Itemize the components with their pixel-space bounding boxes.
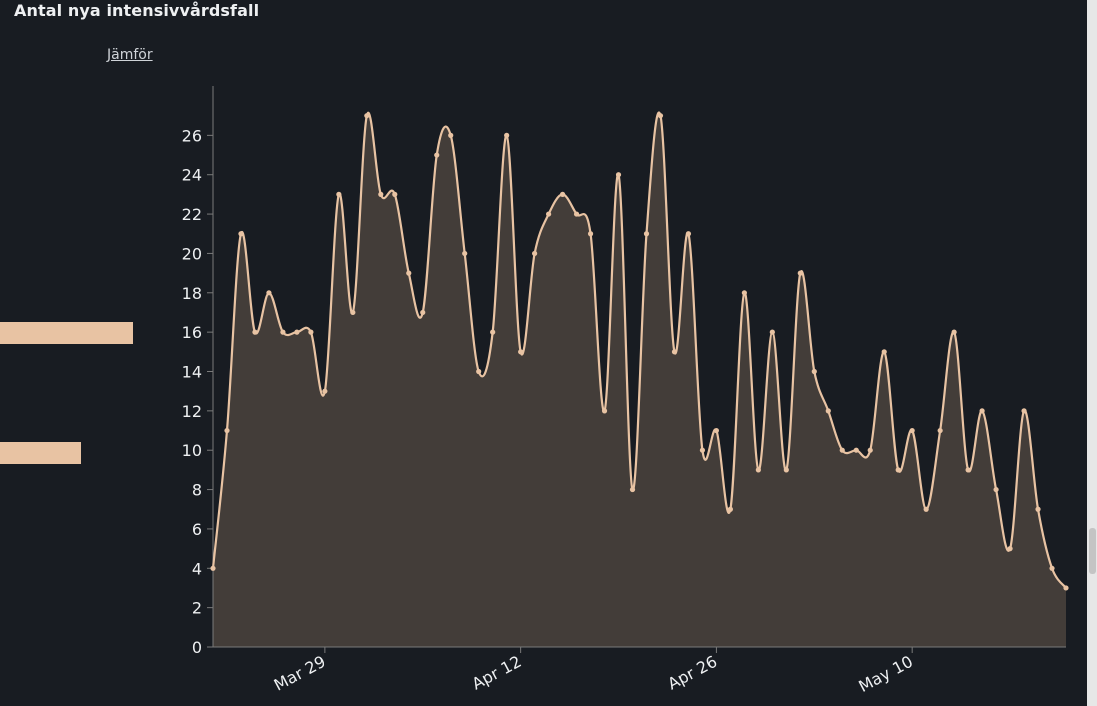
y-tick-label: 10 xyxy=(182,441,202,460)
data-point xyxy=(406,270,412,276)
chart-title: Antal nya intensivvårdsfall xyxy=(14,1,260,20)
data-point xyxy=(811,368,817,375)
data-point xyxy=(699,447,706,453)
legend-swatch-1 xyxy=(0,322,133,344)
data-point xyxy=(294,329,300,335)
y-tick-label: 6 xyxy=(192,520,202,539)
data-point xyxy=(1007,546,1013,552)
data-point xyxy=(266,290,272,296)
data-point xyxy=(336,191,342,197)
data-point xyxy=(839,447,845,453)
y-tick-label: 8 xyxy=(192,481,202,500)
data-point xyxy=(965,467,971,473)
data-point xyxy=(280,329,286,335)
data-point xyxy=(713,427,720,434)
data-point xyxy=(853,447,859,453)
y-tick-label: 22 xyxy=(182,205,202,224)
y-tick-label: 20 xyxy=(182,244,202,263)
data-point xyxy=(657,113,664,119)
data-point xyxy=(1049,565,1055,571)
data-point xyxy=(993,486,999,493)
data-point xyxy=(504,132,510,138)
data-point xyxy=(518,349,524,355)
data-point xyxy=(252,329,258,335)
y-tick-label: 26 xyxy=(182,126,202,145)
data-point xyxy=(1021,408,1027,414)
x-tick-label: Apr 12 xyxy=(469,652,525,694)
data-point xyxy=(1063,585,1069,591)
data-point xyxy=(685,231,692,237)
data-point xyxy=(378,191,384,197)
scrollbar-thumb[interactable] xyxy=(1089,528,1096,574)
data-point xyxy=(867,447,873,453)
data-point xyxy=(420,309,426,316)
data-point xyxy=(238,231,244,237)
data-point xyxy=(643,231,650,237)
y-tick-label: 24 xyxy=(182,166,202,185)
y-tick-label: 18 xyxy=(182,284,202,303)
data-point xyxy=(448,132,454,138)
compare-link[interactable]: Jämför xyxy=(107,47,153,63)
data-point xyxy=(532,250,538,257)
data-point xyxy=(364,113,370,119)
data-point xyxy=(587,231,594,237)
data-point xyxy=(783,467,789,473)
data-point xyxy=(909,427,915,434)
x-tick-label: Apr 26 xyxy=(664,652,720,694)
data-point xyxy=(392,191,398,197)
data-point xyxy=(490,329,496,335)
data-point xyxy=(923,506,929,512)
legend-swatch-2 xyxy=(0,442,81,464)
data-point xyxy=(881,349,887,355)
data-point xyxy=(895,467,901,473)
data-point xyxy=(350,309,356,316)
data-point xyxy=(629,486,636,493)
y-tick-label: 16 xyxy=(182,323,202,342)
scrollbar-track[interactable] xyxy=(1087,0,1097,706)
data-point xyxy=(559,191,566,197)
data-point xyxy=(615,172,622,178)
data-point xyxy=(224,427,230,434)
data-point xyxy=(825,408,831,414)
data-point xyxy=(546,211,552,217)
data-point xyxy=(1035,506,1041,512)
data-point xyxy=(727,506,733,512)
data-point xyxy=(937,427,943,434)
data-point xyxy=(741,290,747,296)
x-tick-label: Mar 29 xyxy=(271,652,329,695)
data-point xyxy=(476,368,482,375)
data-point xyxy=(951,329,957,335)
data-point xyxy=(979,408,985,414)
data-point xyxy=(769,329,775,335)
series-area xyxy=(213,112,1066,647)
y-tick-label: 12 xyxy=(182,402,202,421)
data-point xyxy=(797,270,803,276)
data-point xyxy=(601,408,608,414)
data-point xyxy=(434,152,440,158)
y-tick-label: 14 xyxy=(182,363,202,382)
x-tick-label: May 10 xyxy=(855,652,916,696)
data-point xyxy=(308,329,314,335)
data-point xyxy=(462,250,468,257)
data-point xyxy=(671,349,678,355)
data-point xyxy=(322,388,328,394)
y-tick-label: 4 xyxy=(192,559,202,578)
data-point xyxy=(210,565,216,571)
data-point xyxy=(573,211,580,217)
y-tick-label: 2 xyxy=(192,599,202,618)
data-point xyxy=(755,467,761,473)
y-tick-label: 0 xyxy=(192,638,202,657)
